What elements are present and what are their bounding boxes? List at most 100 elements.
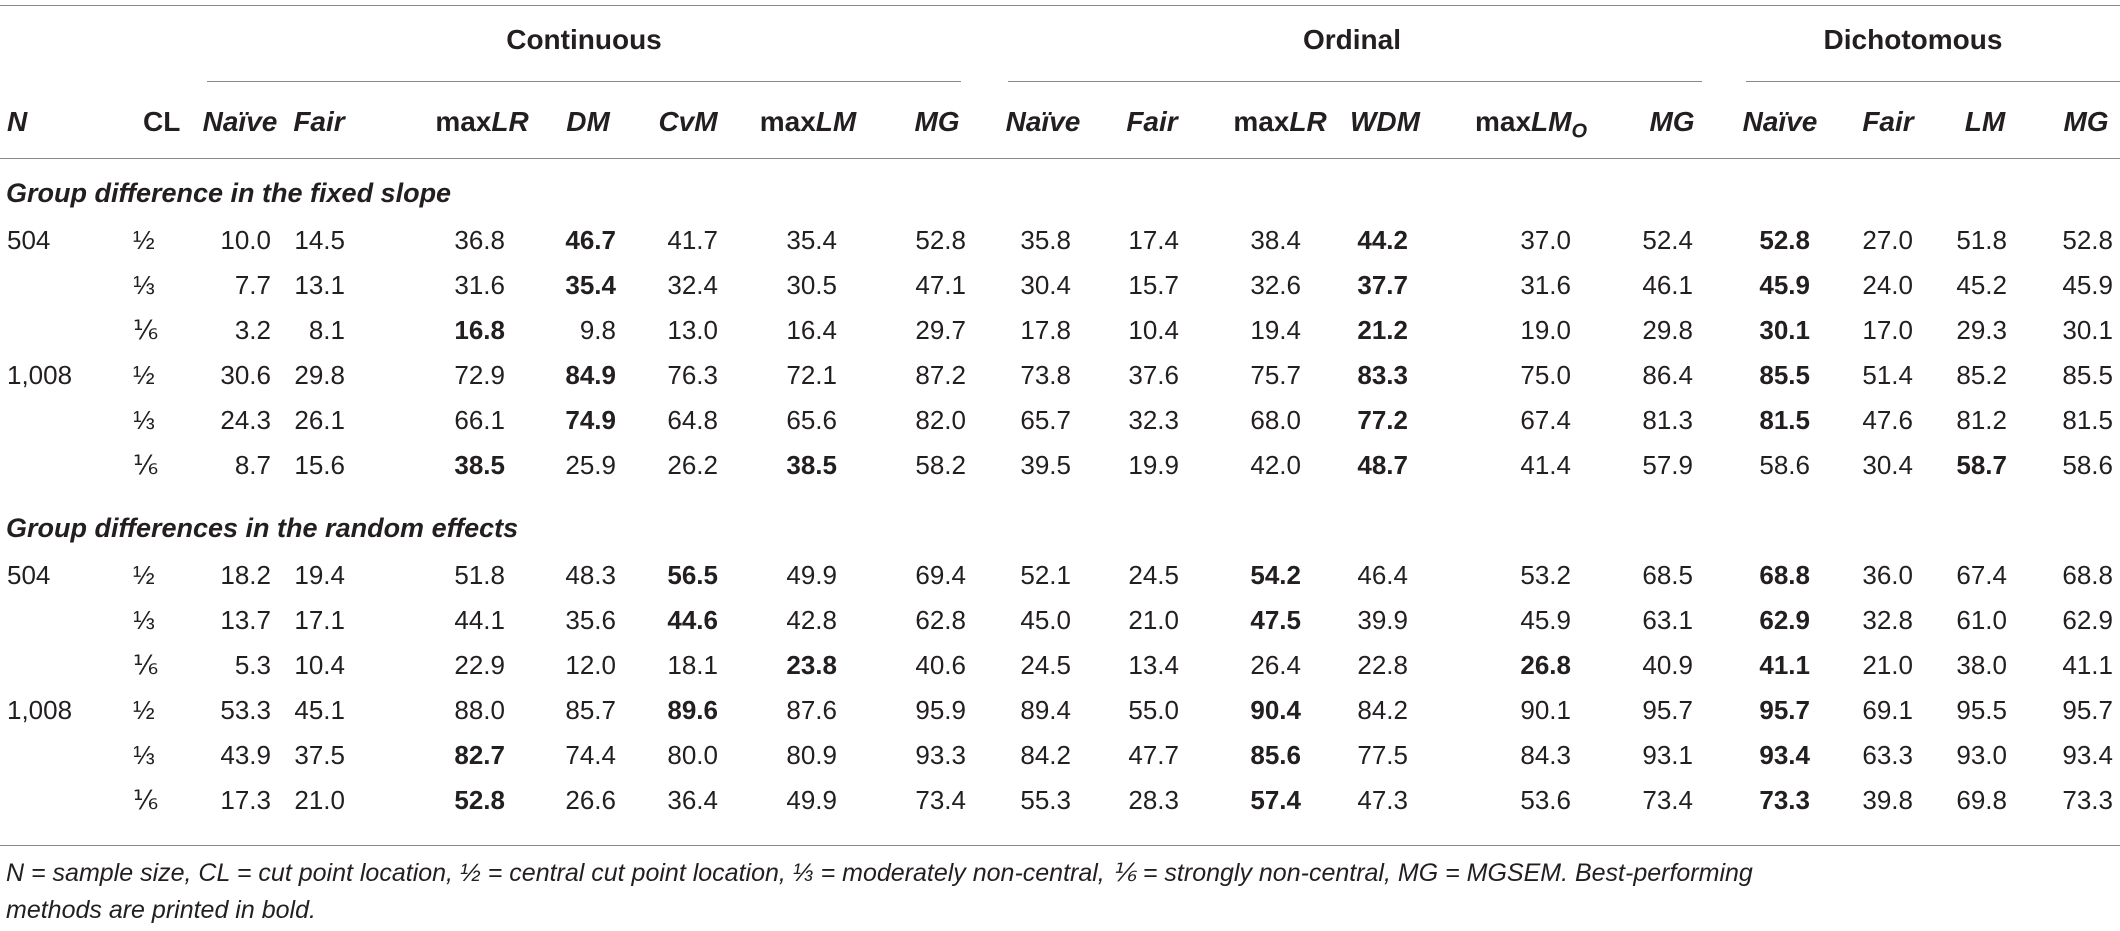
column-header-text: Fair bbox=[1862, 106, 1914, 137]
value-cell: 52.1 bbox=[1020, 560, 1071, 590]
column-header: Fair bbox=[1126, 106, 1177, 138]
value-cell: 52.4 bbox=[1642, 225, 1693, 255]
value-cell: 44.1 bbox=[454, 605, 505, 635]
value-cell: 66.1 bbox=[454, 405, 505, 435]
value-cell: 56.5 bbox=[667, 560, 718, 590]
value-cell: 29.7 bbox=[915, 315, 966, 345]
column-header: MG bbox=[914, 106, 959, 138]
value-cell: 38.0 bbox=[1956, 650, 2007, 680]
ordinal-group-rule bbox=[1008, 81, 1702, 82]
value-cell: 68.5 bbox=[1642, 560, 1693, 590]
value-cell: 87.2 bbox=[915, 360, 966, 390]
value-cell: 24.5 bbox=[1128, 560, 1179, 590]
value-cell: 45.9 bbox=[1520, 605, 1571, 635]
value-cell: 84.3 bbox=[1520, 740, 1571, 770]
value-cell: 51.4 bbox=[1862, 360, 1913, 390]
sample-size-cell: 1,008 bbox=[7, 360, 73, 390]
value-cell: 19.0 bbox=[1520, 315, 1571, 345]
value-cell: 81.5 bbox=[1759, 405, 1810, 435]
cut-location-cell: ½ bbox=[133, 560, 155, 590]
continuous-group-rule bbox=[207, 81, 961, 82]
value-cell: 10.0 bbox=[220, 225, 271, 255]
value-cell: 38.5 bbox=[454, 450, 505, 480]
value-cell: 18.1 bbox=[667, 650, 718, 680]
value-cell: 44.6 bbox=[667, 605, 718, 635]
value-cell: 85.5 bbox=[2062, 360, 2113, 390]
column-header-text: MG bbox=[1649, 106, 1695, 137]
value-cell: 45.0 bbox=[1020, 605, 1071, 635]
value-cell: 8.1 bbox=[308, 315, 345, 345]
value-cell: 44.2 bbox=[1357, 225, 1408, 255]
value-cell: 48.7 bbox=[1357, 450, 1408, 480]
value-cell: 47.1 bbox=[915, 270, 966, 300]
value-cell: 86.4 bbox=[1642, 360, 1693, 390]
value-cell: 35.4 bbox=[565, 270, 616, 300]
value-cell: 82.0 bbox=[915, 405, 966, 435]
value-cell: 30.4 bbox=[1862, 450, 1913, 480]
column-header: maxLR bbox=[435, 106, 528, 138]
value-cell: 13.7 bbox=[220, 605, 271, 635]
value-cell: 39.8 bbox=[1862, 785, 1913, 815]
value-cell: 58.6 bbox=[1759, 450, 1810, 480]
value-cell: 30.4 bbox=[1020, 270, 1071, 300]
value-cell: 52.8 bbox=[454, 785, 505, 815]
column-header-text: MG bbox=[2063, 106, 2109, 137]
cut-location-cell: ⅓ bbox=[133, 405, 155, 435]
value-cell: 30.1 bbox=[2062, 315, 2113, 345]
value-cell: 41.7 bbox=[667, 225, 718, 255]
column-header-text: Naïve bbox=[202, 106, 278, 137]
value-cell: 58.6 bbox=[2062, 450, 2113, 480]
value-cell: 75.0 bbox=[1520, 360, 1571, 390]
value-cell: 24.3 bbox=[220, 405, 271, 435]
value-cell: 95.7 bbox=[1642, 695, 1693, 725]
column-header-prefix: CL bbox=[143, 106, 181, 137]
cut-location-cell: ⅙ bbox=[133, 650, 159, 680]
value-cell: 21.0 bbox=[1128, 605, 1179, 635]
column-header: Naïve bbox=[1743, 106, 1818, 138]
column-header: maxLM bbox=[760, 106, 856, 138]
value-cell: 63.1 bbox=[1642, 605, 1693, 635]
value-cell: 52.8 bbox=[2062, 225, 2113, 255]
value-cell: 18.2 bbox=[220, 560, 271, 590]
value-cell: 47.7 bbox=[1128, 740, 1179, 770]
value-cell: 21.2 bbox=[1357, 315, 1408, 345]
value-cell: 17.1 bbox=[294, 605, 345, 635]
value-cell: 45.9 bbox=[2062, 270, 2113, 300]
column-header-prefix: max bbox=[1233, 106, 1290, 137]
value-cell: 29.8 bbox=[294, 360, 345, 390]
value-cell: 93.4 bbox=[1759, 740, 1810, 770]
column-header-text: DM bbox=[566, 106, 610, 137]
value-cell: 64.8 bbox=[667, 405, 718, 435]
value-cell: 73.3 bbox=[1759, 785, 1810, 815]
value-cell: 35.4 bbox=[786, 225, 837, 255]
table-footnote: N = sample size, CL = cut point location… bbox=[6, 855, 2116, 929]
value-cell: 17.3 bbox=[220, 785, 271, 815]
value-cell: 80.9 bbox=[786, 740, 837, 770]
value-cell: 5.3 bbox=[234, 650, 271, 680]
value-cell: 8.7 bbox=[234, 450, 271, 480]
value-cell: 36.0 bbox=[1862, 560, 1913, 590]
value-cell: 45.9 bbox=[1759, 270, 1810, 300]
column-header-prefix: max bbox=[759, 106, 816, 137]
sample-size-cell: 504 bbox=[7, 560, 51, 590]
value-cell: 40.9 bbox=[1642, 650, 1693, 680]
value-cell: 47.5 bbox=[1250, 605, 1301, 635]
value-cell: 52.8 bbox=[1759, 225, 1810, 255]
value-cell: 13.1 bbox=[294, 270, 345, 300]
value-cell: 45.1 bbox=[294, 695, 345, 725]
value-cell: 95.5 bbox=[1956, 695, 2007, 725]
value-cell: 75.7 bbox=[1250, 360, 1301, 390]
column-header: MG bbox=[2063, 106, 2108, 138]
column-header-prefix: max bbox=[1474, 106, 1532, 137]
value-cell: 26.8 bbox=[1520, 650, 1571, 680]
column-header-text: Naïve bbox=[1742, 106, 1818, 137]
column-header-italic: LM bbox=[815, 106, 857, 137]
column-header-text: N bbox=[7, 106, 28, 137]
value-cell: 67.4 bbox=[1520, 405, 1571, 435]
cut-location-cell: ½ bbox=[133, 225, 155, 255]
value-cell: 68.8 bbox=[1759, 560, 1810, 590]
value-cell: 72.9 bbox=[454, 360, 505, 390]
value-cell: 17.4 bbox=[1128, 225, 1179, 255]
value-cell: 68.0 bbox=[1250, 405, 1301, 435]
